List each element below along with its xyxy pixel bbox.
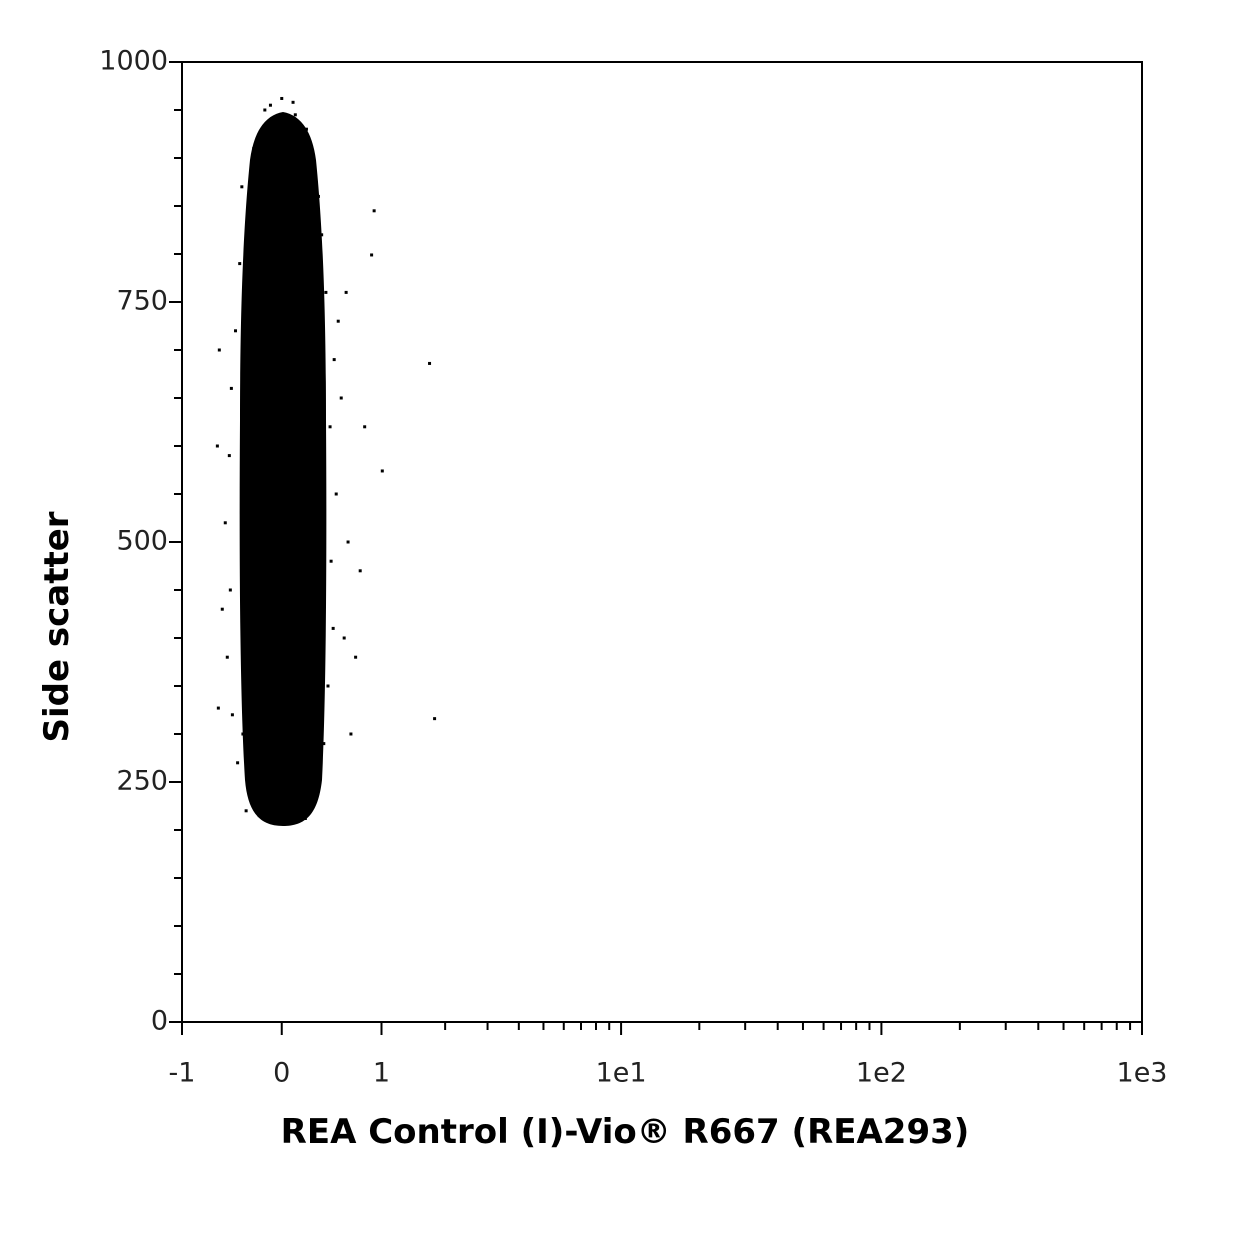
density-core bbox=[239, 112, 327, 826]
event-dot bbox=[358, 569, 362, 573]
x-tick-label: 0 bbox=[273, 1058, 290, 1089]
event-dot bbox=[319, 703, 323, 707]
event-dot bbox=[268, 103, 272, 107]
event-dot bbox=[336, 319, 340, 323]
event-dot bbox=[241, 732, 245, 736]
event-dot bbox=[271, 118, 275, 122]
event-dot bbox=[229, 386, 233, 390]
event-dot bbox=[246, 204, 250, 208]
event-dot bbox=[236, 761, 240, 765]
event-dot bbox=[331, 626, 335, 630]
event-dot bbox=[428, 361, 432, 365]
event-dot bbox=[263, 108, 267, 112]
event-dot bbox=[329, 559, 333, 563]
event-dot bbox=[230, 713, 234, 717]
event-dot bbox=[433, 717, 437, 721]
y-tick-label: 0 bbox=[151, 1006, 168, 1037]
event-dot bbox=[244, 809, 248, 813]
event-dot bbox=[372, 209, 376, 213]
event-dot bbox=[344, 290, 348, 294]
event-dot bbox=[363, 425, 367, 429]
event-dot bbox=[215, 444, 219, 448]
event-dot bbox=[316, 194, 320, 198]
x-tick-label: 1 bbox=[373, 1058, 390, 1089]
event-dot bbox=[225, 655, 229, 659]
event-dot bbox=[238, 262, 242, 266]
event-dot bbox=[248, 770, 252, 774]
x-tick-label: -1 bbox=[169, 1058, 196, 1089]
y-tick-label: 1000 bbox=[99, 46, 168, 77]
event-dot bbox=[346, 540, 350, 544]
event-dot bbox=[370, 253, 374, 257]
event-dot bbox=[300, 804, 304, 808]
event-dot bbox=[217, 348, 221, 352]
event-dot bbox=[293, 113, 297, 117]
event-dot bbox=[220, 607, 224, 611]
event-dot bbox=[354, 655, 358, 659]
event-dot bbox=[334, 492, 338, 496]
x-tick-label: 1e1 bbox=[596, 1058, 647, 1089]
event-dot bbox=[339, 396, 343, 400]
event-dot bbox=[326, 684, 330, 688]
x-tick-label: 1e3 bbox=[1117, 1058, 1168, 1089]
event-dot bbox=[322, 742, 326, 746]
event-dot bbox=[228, 588, 232, 592]
event-dot bbox=[324, 290, 328, 294]
event-dot bbox=[280, 96, 284, 100]
event-dot bbox=[342, 636, 346, 640]
x-tick-label: 1e2 bbox=[856, 1058, 907, 1089]
event-dot bbox=[227, 454, 231, 458]
event-dot bbox=[291, 100, 295, 104]
event-dot bbox=[234, 329, 238, 333]
event-dot bbox=[303, 816, 307, 820]
event-dot bbox=[216, 706, 220, 710]
event-dot bbox=[304, 127, 308, 131]
event-dot bbox=[257, 814, 261, 818]
x-axis-label: REA Control (I)-Vio® R667 (REA293) bbox=[281, 1112, 970, 1152]
event-dot bbox=[285, 820, 289, 824]
event-dot bbox=[349, 732, 353, 736]
y-tick-label: 250 bbox=[116, 766, 168, 797]
event-dot bbox=[297, 156, 301, 160]
event-dot bbox=[259, 799, 263, 803]
event-dot bbox=[332, 358, 336, 362]
event-dot bbox=[252, 146, 256, 150]
event-dot bbox=[240, 185, 244, 189]
event-dot bbox=[310, 761, 314, 765]
event-dot bbox=[223, 521, 227, 525]
event-dot bbox=[313, 175, 317, 179]
event-dot bbox=[313, 785, 317, 789]
y-tick-label: 500 bbox=[116, 526, 168, 557]
event-dot bbox=[380, 469, 384, 473]
y-tick-label: 750 bbox=[116, 286, 168, 317]
event-dot bbox=[320, 233, 324, 237]
event-dot bbox=[328, 425, 332, 429]
y-axis-label: Side scatter bbox=[37, 511, 77, 742]
